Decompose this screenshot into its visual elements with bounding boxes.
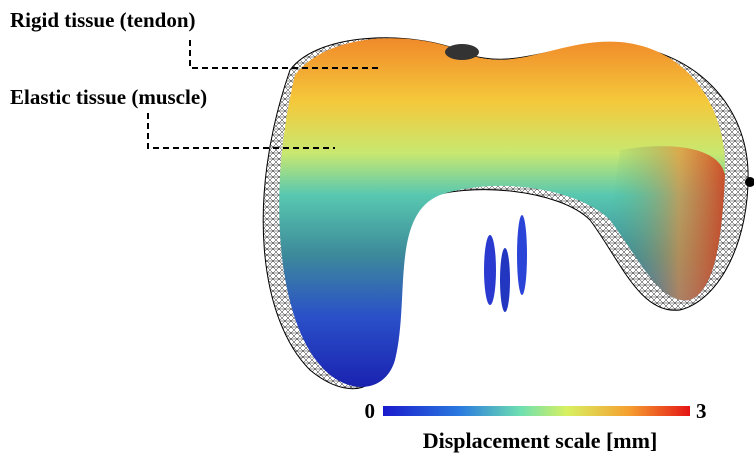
leader-line xyxy=(147,113,335,149)
scale-max-label: 3 xyxy=(696,399,707,423)
marker xyxy=(745,177,754,187)
vessel xyxy=(500,248,510,312)
tendon-marker xyxy=(445,44,479,60)
surface-right-shade xyxy=(610,146,725,301)
leader-line xyxy=(189,40,380,69)
vessel xyxy=(517,215,527,295)
vessel xyxy=(484,235,496,305)
tissue-surface xyxy=(279,38,726,387)
color-scale xyxy=(383,406,690,416)
label-elastic: Elastic tissue (muscle) xyxy=(10,85,207,109)
scale-title: Displacement scale [mm] xyxy=(423,428,658,453)
scale-min-label: 0 xyxy=(365,399,376,423)
label-rigid: Rigid tissue (tendon) xyxy=(10,8,196,32)
